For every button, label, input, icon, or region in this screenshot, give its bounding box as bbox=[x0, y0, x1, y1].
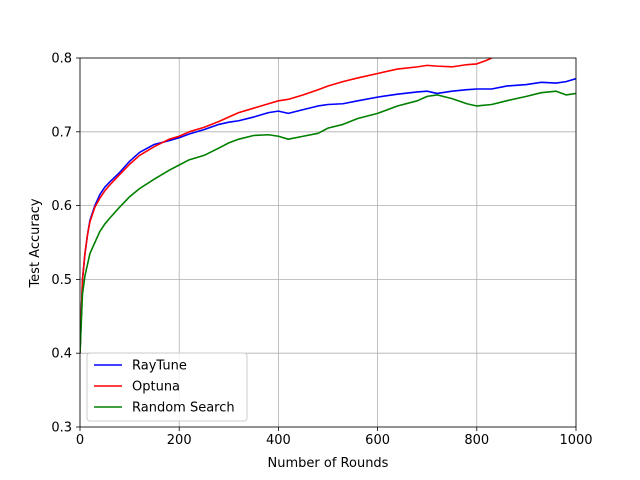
tick-labels: 0 200 400 600 800 1000 0.3 0.4 0.5 0.6 0.7 0.8 bbox=[51, 52, 592, 449]
series-line-raytune bbox=[80, 77, 576, 354]
plot-frame bbox=[79, 57, 577, 428]
y-tick-label: 0.6 bbox=[51, 199, 72, 214]
legend-label-optuna: Optuna bbox=[132, 380, 180, 395]
y-tick-label: 0.5 bbox=[51, 273, 72, 288]
y-tick-label: 0.4 bbox=[51, 347, 72, 362]
y-axis-label: Test Accuracy bbox=[28, 198, 43, 288]
series-line-optuna bbox=[80, 58, 493, 354]
legend: RayTune Optuna Random Search bbox=[86, 352, 248, 422]
axes bbox=[79, 57, 577, 428]
y-tick-label: 0.7 bbox=[51, 125, 72, 140]
x-tick-label: 200 bbox=[167, 433, 192, 448]
x-axis-label: Number of Rounds bbox=[268, 456, 389, 471]
legend-label-raytune: RayTune bbox=[132, 359, 187, 374]
x-tick-label: 800 bbox=[464, 433, 489, 448]
series-lines bbox=[80, 58, 576, 354]
y-tick-label: 0.8 bbox=[51, 52, 72, 67]
x-tick-label: 1000 bbox=[559, 433, 592, 448]
x-tick-label: 0 bbox=[76, 433, 84, 448]
legend-box bbox=[86, 352, 248, 422]
legend-label-random-search: Random Search bbox=[132, 401, 235, 416]
series-line-random-search bbox=[80, 90, 576, 354]
x-tick-label: 400 bbox=[266, 433, 291, 448]
x-tick-label: 600 bbox=[365, 433, 390, 448]
y-tick-label: 0.3 bbox=[51, 421, 72, 436]
